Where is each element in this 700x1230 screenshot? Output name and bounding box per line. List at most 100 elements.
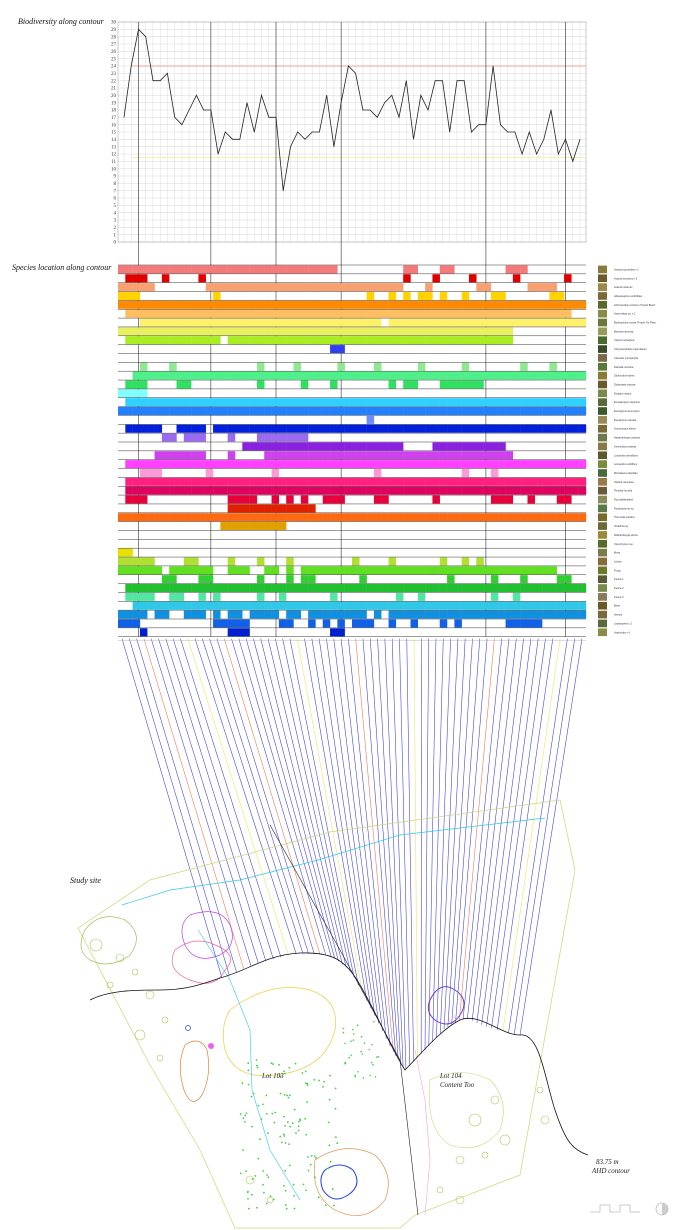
species-cell bbox=[520, 265, 528, 274]
species-cell bbox=[315, 460, 323, 469]
site-dot bbox=[357, 1071, 359, 1073]
species-cell bbox=[176, 309, 185, 318]
species-cell bbox=[454, 601, 462, 610]
species-cell bbox=[373, 362, 382, 371]
site-dot bbox=[334, 1107, 337, 1110]
species-cell bbox=[454, 300, 462, 309]
species-cell bbox=[520, 300, 528, 309]
species-cell bbox=[454, 442, 462, 451]
species-cell bbox=[322, 283, 331, 292]
species-cell bbox=[432, 327, 440, 336]
species-cell bbox=[556, 300, 565, 309]
species-cell bbox=[447, 584, 455, 593]
species-cell bbox=[388, 424, 397, 433]
species-cell bbox=[556, 601, 565, 610]
species-cell bbox=[469, 486, 477, 495]
species-cell bbox=[300, 318, 309, 327]
species-label: Insects bbox=[614, 613, 623, 617]
species-cell bbox=[139, 265, 148, 274]
species-label: Bothriochloa macra 'Purple Tip Plain' bbox=[614, 321, 657, 325]
species-cell bbox=[169, 300, 177, 309]
species-cell bbox=[403, 460, 411, 469]
chart-y-tick-label: 23 bbox=[111, 72, 117, 77]
projection-line bbox=[476, 638, 524, 1023]
projection-line bbox=[172, 638, 274, 960]
species-cell bbox=[512, 566, 521, 575]
species-cell bbox=[169, 309, 177, 318]
species-cell bbox=[439, 601, 448, 610]
species-cell bbox=[542, 424, 550, 433]
species-label: Microlaena stipoides bbox=[614, 471, 638, 475]
site-dot bbox=[284, 1204, 287, 1206]
species-cell bbox=[395, 513, 404, 522]
species-cell bbox=[476, 513, 484, 522]
species-cell bbox=[373, 513, 382, 522]
tree-canopy bbox=[490, 1095, 500, 1105]
species-cell bbox=[454, 451, 462, 460]
species-cell bbox=[344, 460, 353, 469]
species-cell bbox=[227, 486, 236, 495]
species-cell bbox=[564, 407, 572, 416]
species-cell bbox=[337, 628, 345, 637]
species-cell bbox=[352, 407, 360, 416]
species-cell bbox=[191, 318, 199, 327]
species-label: Calytrix tetragona bbox=[614, 338, 635, 342]
species-cell bbox=[373, 424, 382, 433]
species-cell bbox=[249, 460, 258, 469]
species-cell bbox=[425, 566, 433, 575]
species-cell bbox=[388, 486, 397, 495]
species-cell bbox=[249, 504, 258, 513]
projection-line bbox=[496, 638, 554, 1030]
species-cell bbox=[213, 424, 221, 433]
species-cell bbox=[176, 398, 185, 407]
chart-point bbox=[239, 138, 241, 140]
species-cell bbox=[425, 309, 433, 318]
species-cell bbox=[293, 336, 302, 345]
projection-line bbox=[467, 638, 510, 1019]
species-cell bbox=[512, 619, 521, 628]
chart-y-tick-label: 5 bbox=[114, 204, 117, 209]
site-dot bbox=[297, 1125, 300, 1128]
species-cell bbox=[322, 442, 331, 451]
species-cell bbox=[381, 300, 389, 309]
site-dot bbox=[251, 1178, 254, 1180]
tree-canopy bbox=[481, 1151, 489, 1159]
species-cell bbox=[161, 300, 170, 309]
species-cell bbox=[139, 628, 148, 637]
species-cell bbox=[461, 584, 470, 593]
species-cell bbox=[352, 460, 360, 469]
site-dot bbox=[256, 1064, 258, 1067]
species-cell bbox=[169, 336, 177, 345]
species-cell bbox=[132, 389, 141, 398]
species-cell bbox=[125, 265, 133, 274]
site-dot bbox=[304, 1117, 307, 1120]
species-cell bbox=[154, 566, 163, 575]
species-cell bbox=[454, 619, 462, 628]
species-cell bbox=[169, 566, 177, 575]
site-dot bbox=[284, 1169, 286, 1172]
chart-point bbox=[550, 109, 552, 111]
species-cell bbox=[227, 371, 236, 380]
species-cell bbox=[476, 601, 484, 610]
site-dot bbox=[344, 1061, 347, 1064]
species-cell bbox=[125, 274, 133, 283]
species-cell bbox=[366, 407, 375, 416]
species-cell bbox=[169, 592, 177, 601]
species-thumbnail bbox=[598, 380, 607, 389]
species-cell bbox=[490, 513, 499, 522]
species-cell bbox=[278, 601, 287, 610]
species-cell bbox=[469, 477, 477, 486]
species-cell bbox=[256, 300, 265, 309]
species-cell bbox=[410, 486, 419, 495]
site-dot bbox=[309, 1163, 312, 1166]
species-cell bbox=[564, 371, 572, 380]
site-dot bbox=[376, 1056, 378, 1058]
species-cell bbox=[154, 318, 163, 327]
species-cell bbox=[315, 300, 323, 309]
species-cell bbox=[293, 451, 302, 460]
species-cell bbox=[308, 513, 316, 522]
species-cell bbox=[337, 318, 345, 327]
species-cell bbox=[264, 486, 272, 495]
species-cell bbox=[359, 486, 367, 495]
species-cell bbox=[330, 460, 338, 469]
